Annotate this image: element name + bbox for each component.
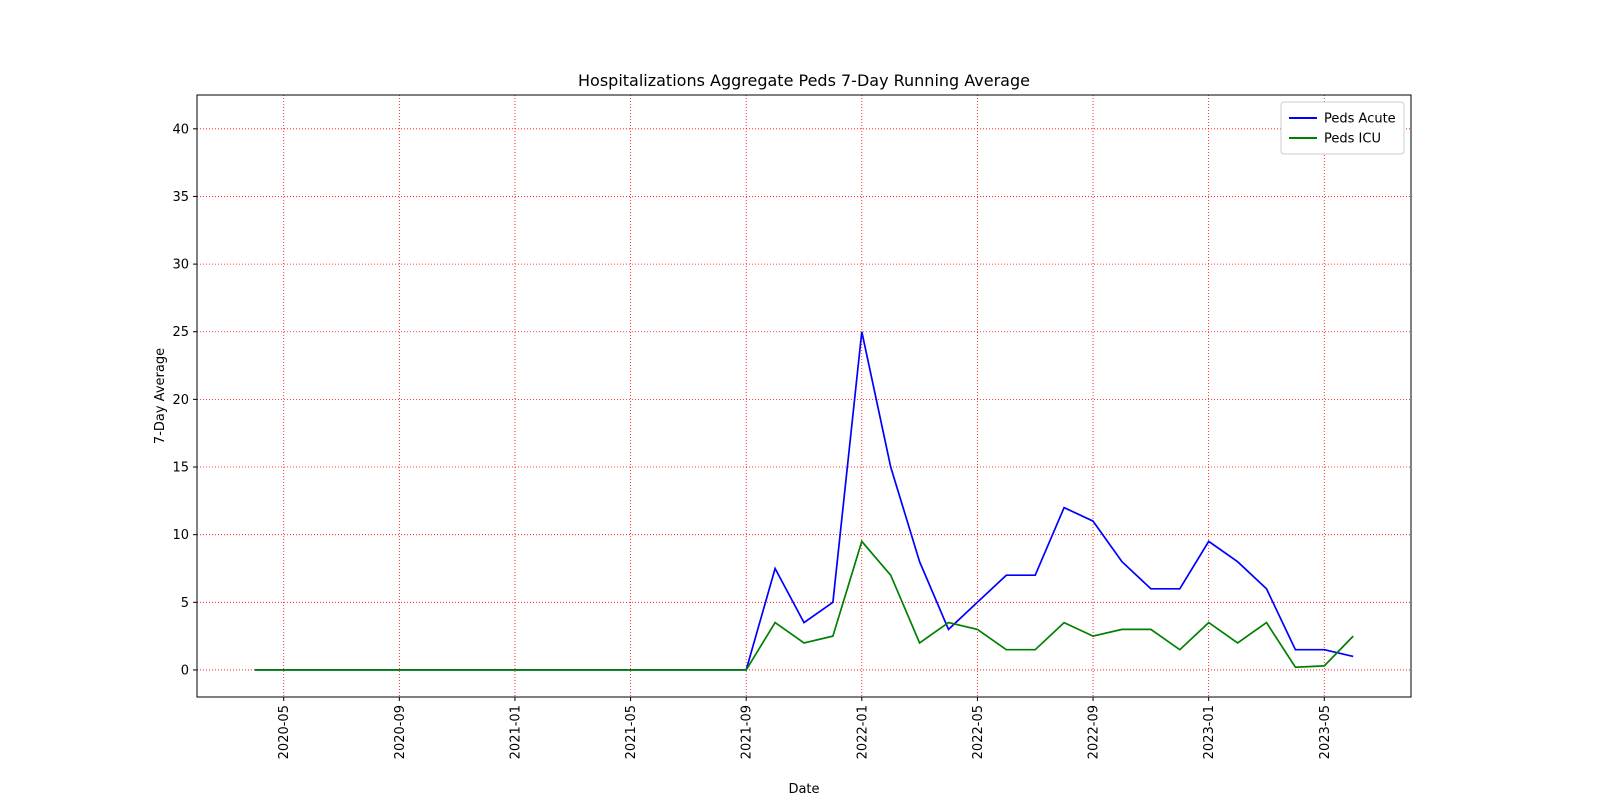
data-line — [254, 539, 1354, 671]
y-tick-label: 15 — [172, 461, 189, 476]
x-tick-label: 2022-09 — [1087, 705, 1102, 759]
x-tick-label: 2022-05 — [971, 705, 986, 759]
x-tick-label: 2021-01 — [508, 705, 523, 759]
chart-title: Hospitalizations Aggregate Peds 7-Day Ru… — [578, 71, 1030, 90]
y-axis-label: 7-Day Average — [153, 348, 168, 444]
x-tick-label: 2022-01 — [855, 705, 870, 759]
x-tick-label: 2021-05 — [624, 705, 639, 759]
x-tick-label: 2020-09 — [393, 705, 408, 759]
x-tick-label: 2021-09 — [740, 705, 755, 759]
y-tick-label: 0 — [181, 663, 189, 678]
y-tick-label: 30 — [172, 258, 189, 273]
legend-box — [1280, 101, 1405, 155]
y-tick-label: 5 — [181, 596, 189, 611]
x-axis-label: Date — [788, 782, 819, 797]
legend: Peds Acute Peds ICU — [1280, 101, 1405, 155]
legend-label: Peds Acute — [1324, 112, 1396, 127]
y-tick-label: 25 — [172, 325, 189, 340]
x-tick-label: 2023-01 — [1202, 705, 1217, 759]
x-tick-label: 2020-05 — [277, 705, 292, 759]
data-line — [254, 331, 1354, 671]
y-tick-label: 20 — [172, 393, 189, 408]
y-tick-label: 35 — [172, 190, 189, 205]
legend-label: Peds ICU — [1324, 132, 1381, 147]
x-tick-label: 2023-05 — [1318, 705, 1333, 759]
y-tick-label: 40 — [172, 122, 189, 137]
y-tick-label: 10 — [172, 528, 189, 543]
plot-frame — [196, 94, 1412, 698]
